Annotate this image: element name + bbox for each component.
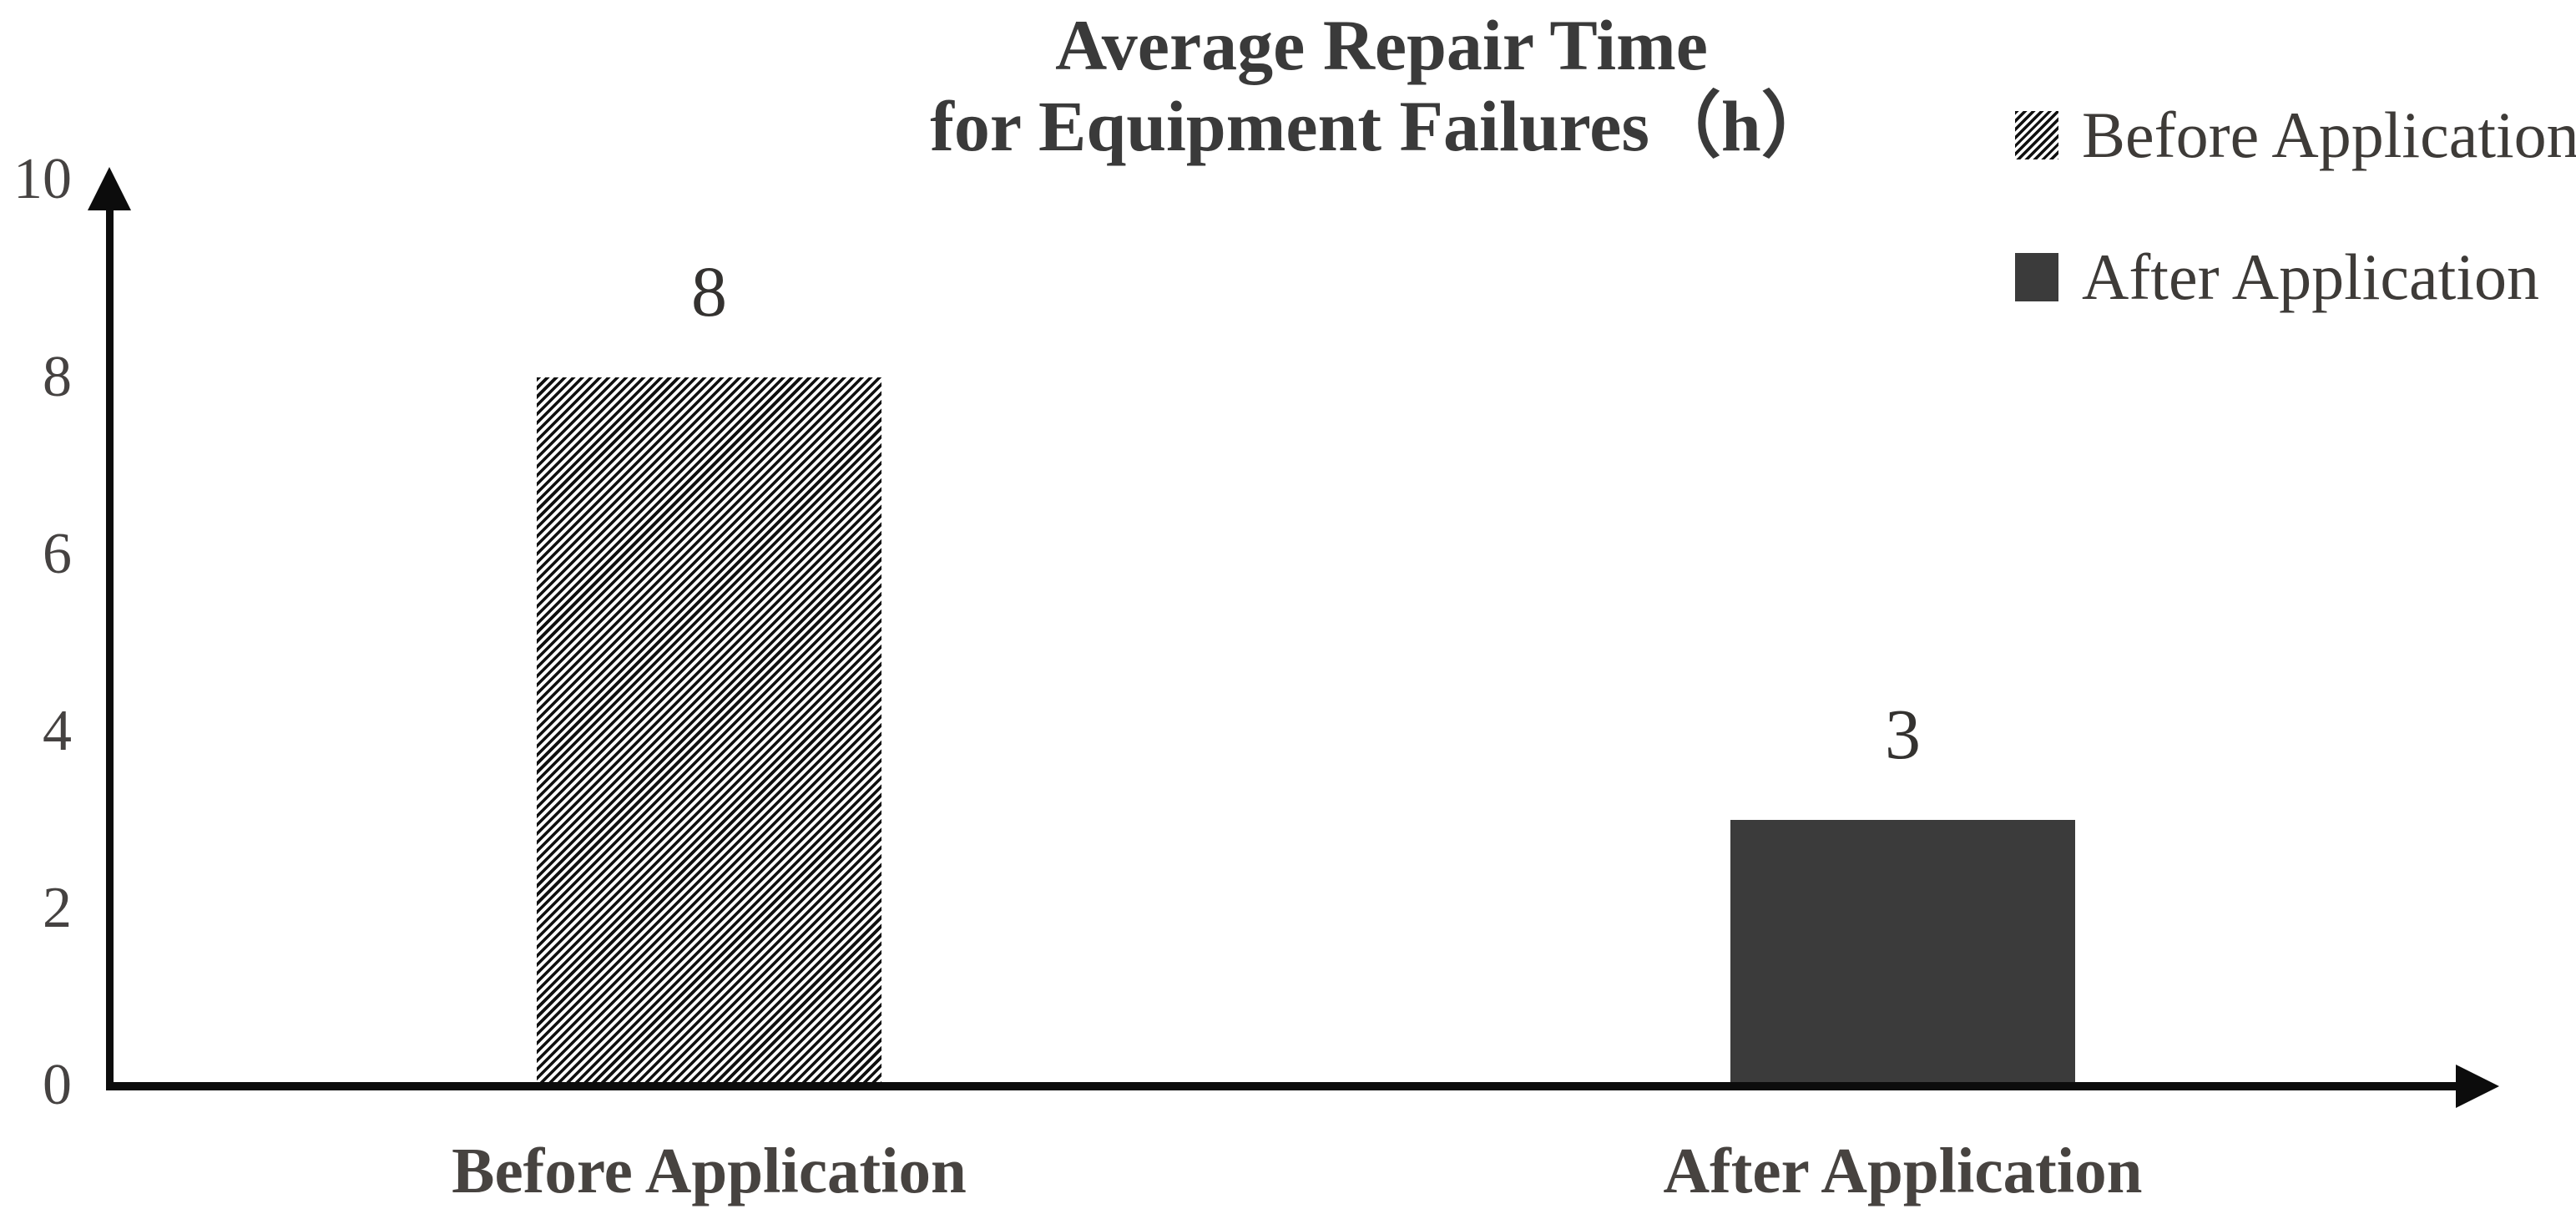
x-category-label: Before Application	[452, 1135, 967, 1206]
y-tick-label-4: 4	[43, 699, 72, 763]
legend-label: After Application	[2082, 240, 2540, 313]
x-category-label: After Application	[1663, 1135, 2143, 1206]
y-tick-label-2: 2	[43, 876, 72, 940]
legend-swatch-solid-icon	[2015, 253, 2058, 301]
chart-title: Average Repair Time for Equipment Failur…	[930, 5, 1833, 167]
bar-before-application	[537, 377, 881, 1082]
x-axis-arrow-icon	[2456, 1065, 2499, 1108]
y-tick-label-0: 0	[43, 1053, 72, 1117]
bar-value-label: 8	[691, 251, 727, 331]
legend-item-after-application: After Application	[2015, 240, 2539, 313]
y-tick-label-10: 10	[13, 147, 72, 211]
y-axis-arrow-icon	[88, 167, 131, 210]
y-axis-line	[106, 205, 114, 1087]
legend-label: Before Application	[2082, 99, 2576, 171]
chart-title-line1: Average Repair Time	[1055, 5, 1708, 85]
y-tick-label-6: 6	[43, 522, 72, 586]
x-axis-line	[106, 1082, 2458, 1090]
legend-item-before-application: Before Application	[2015, 99, 2576, 171]
bar-value-label: 3	[1885, 694, 1921, 774]
y-tick-label-8: 8	[43, 345, 72, 409]
bar-after-application	[1730, 820, 2075, 1082]
chart-title-line2: for Equipment Failures（h）	[930, 86, 1833, 166]
legend-swatch-hatched-icon	[2015, 111, 2058, 159]
